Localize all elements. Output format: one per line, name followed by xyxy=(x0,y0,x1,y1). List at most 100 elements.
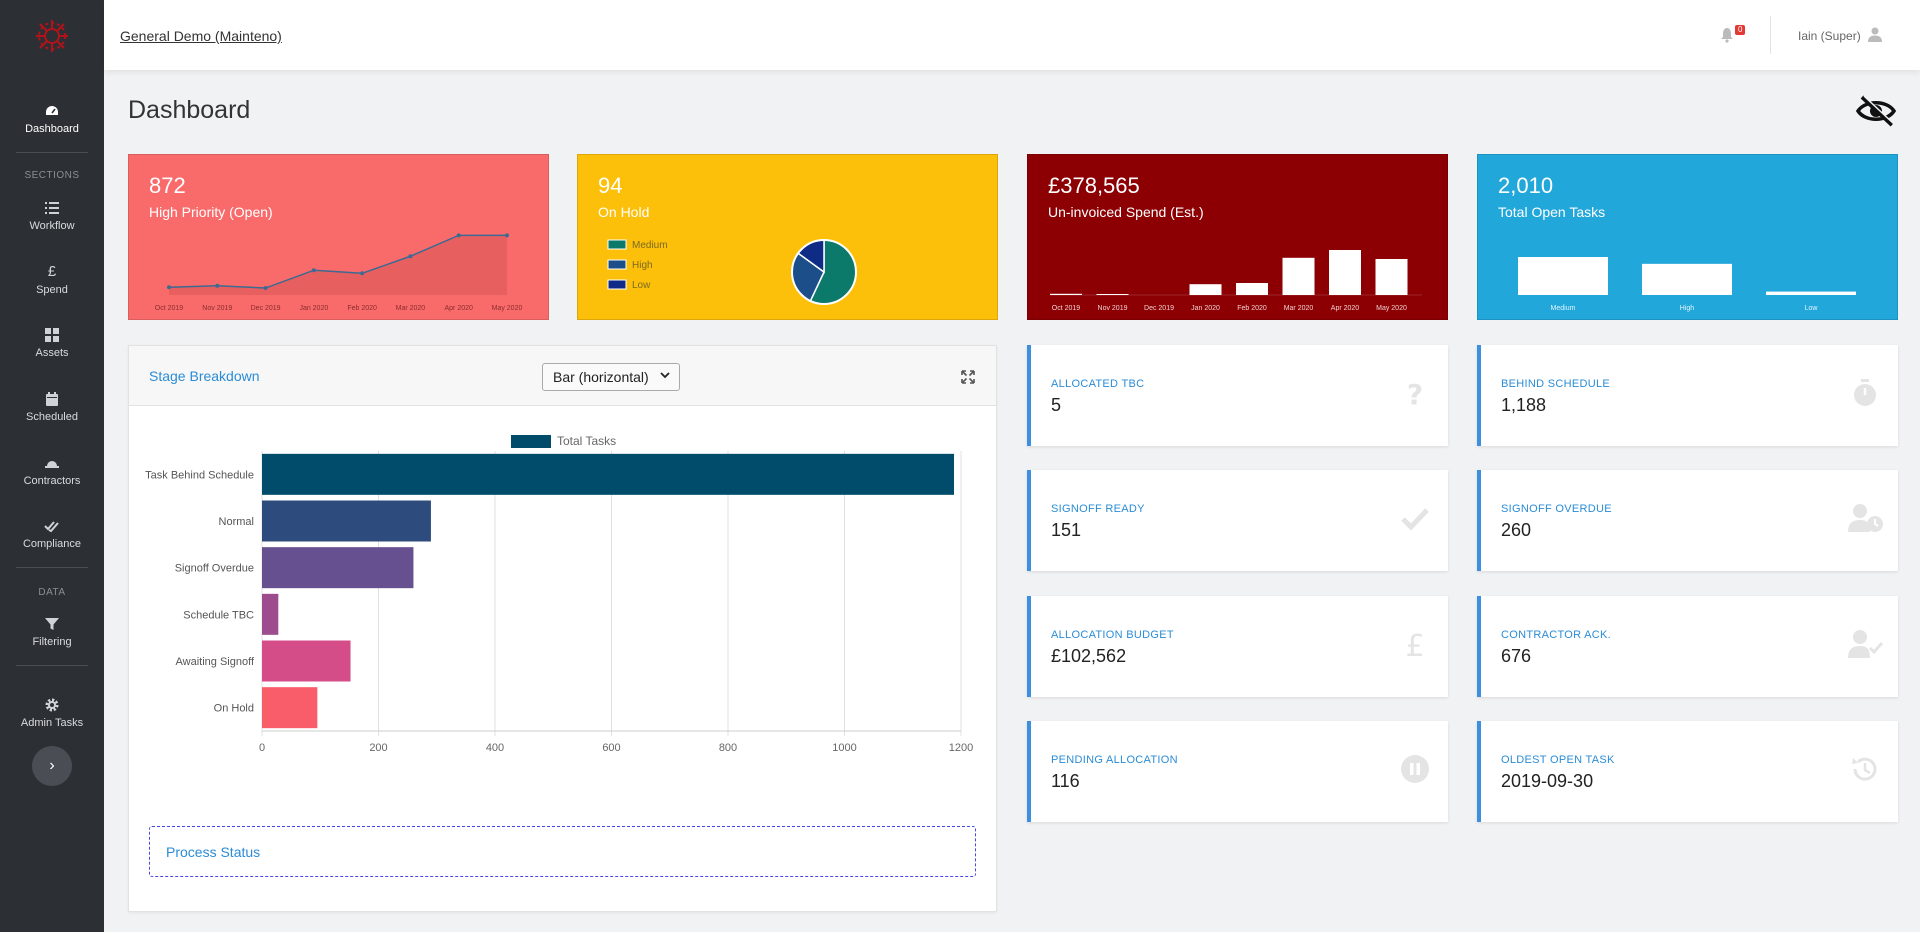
history-icon xyxy=(1852,757,1877,781)
stat-card-contractor-ack[interactable]: CONTRACTOR ACK. 676 xyxy=(1477,596,1898,697)
data-point xyxy=(167,285,171,290)
bar xyxy=(1282,257,1315,295)
bar xyxy=(262,500,431,542)
pound-icon: £ xyxy=(1405,629,1424,659)
high-priority-card[interactable]: Oct 2019 Nov 2019 Dec 2019 Jan 2020 Feb 2020… xyxy=(128,154,549,320)
sidebar-item-dashboard[interactable]: Dashboard xyxy=(0,103,104,135)
y-tick-label: Task Behind Schedule xyxy=(145,469,254,481)
sidebar-item-label: Contractors xyxy=(23,475,81,487)
site-selector[interactable]: General Demo (Mainteno) xyxy=(120,28,282,44)
legend-swatch xyxy=(607,239,627,250)
x-tick-label: May 2020 xyxy=(492,305,523,312)
card-label: Un-invoiced Spend (Est.) xyxy=(1048,204,1204,220)
stat-card-signoff-ready[interactable]: SIGNOFF READY 151 xyxy=(1027,470,1448,571)
legend-swatch xyxy=(607,259,627,270)
x-tick-label: Oct 2019 xyxy=(1052,305,1081,312)
bar xyxy=(262,453,955,495)
bell-icon[interactable] xyxy=(1720,27,1734,43)
question-icon: ? xyxy=(1407,378,1423,408)
stat-label: SIGNOFF OVERDUE xyxy=(1501,503,1612,515)
card-label: On Hold xyxy=(598,204,650,220)
double-check-icon xyxy=(44,521,59,533)
bar xyxy=(1329,250,1361,295)
logo[interactable] xyxy=(30,16,74,56)
stat-value: 2019-09-30 xyxy=(1501,771,1594,791)
card-value: 94 xyxy=(598,173,623,198)
user-icon[interactable] xyxy=(1868,27,1882,42)
filter-icon xyxy=(45,618,59,630)
x-tick-label: Low xyxy=(1805,305,1819,312)
eye-slash-icon[interactable] xyxy=(1855,94,1897,128)
grid-icon xyxy=(45,328,59,342)
data-point xyxy=(505,233,509,238)
sidebar-item-assets[interactable]: Assets xyxy=(0,327,104,359)
data-point xyxy=(360,271,365,276)
sidebar-item-scheduled[interactable]: Scheduled xyxy=(0,391,104,423)
stat-card-oldest-open-task[interactable]: OLDEST OPEN TASK 2019-09-30 xyxy=(1477,721,1898,822)
page-title: Dashboard xyxy=(128,96,251,124)
sidebar-item-compliance[interactable]: Compliance xyxy=(0,518,104,550)
x-tick-label: 600 xyxy=(602,742,620,754)
stat-card-allocation-budget[interactable]: ALLOCATION BUDGET £102,562 £ xyxy=(1027,596,1448,697)
stat-card-pending-allocation[interactable]: PENDING ALLOCATION 116 xyxy=(1027,721,1448,822)
sidebar-collapse-button[interactable]: › xyxy=(32,746,72,786)
bar xyxy=(262,593,279,635)
stat-value: 676 xyxy=(1501,646,1532,666)
panel-title[interactable]: Stage Breakdown xyxy=(149,368,260,384)
sidebar-item-filtering[interactable]: Filtering xyxy=(0,616,104,648)
stat-card-allocated-tbc[interactable]: ALLOCATED TBC 5 ? xyxy=(1027,345,1448,446)
x-tick-label: 800 xyxy=(719,742,737,754)
user-name[interactable]: Iain (Super) xyxy=(1798,29,1861,43)
stat-label: BEHIND SCHEDULE xyxy=(1501,378,1611,390)
stat-card-signoff-overdue[interactable]: SIGNOFF OVERDUE 260 xyxy=(1477,470,1898,571)
data-point xyxy=(408,254,413,259)
stat-value: 1,188 xyxy=(1501,395,1547,415)
pie-outline xyxy=(791,239,857,305)
chart-type-select[interactable]: Bar (horizontal) xyxy=(542,363,680,391)
sidebar-item-label: Admin Tasks xyxy=(20,717,84,729)
uninvoiced-spend-card[interactable]: Oct 2019 Nov 2019 Dec 2019 Jan 2020 Feb 2020… xyxy=(1027,154,1448,320)
x-tick-label: Apr 2020 xyxy=(1331,305,1360,312)
sidebar-item-admin-tasks[interactable]: Admin Tasks xyxy=(0,697,104,729)
check-icon xyxy=(1401,508,1429,531)
bar xyxy=(262,547,414,589)
expand-icon[interactable] xyxy=(961,370,975,384)
data-point xyxy=(456,233,461,238)
y-tick-label: Signoff Overdue xyxy=(175,563,254,575)
card-value: £378,565 xyxy=(1048,173,1140,198)
stat-label: SIGNOFF READY xyxy=(1051,503,1145,515)
stage-breakdown-panel: Stage Breakdown Bar (horizontal) Total T… xyxy=(128,345,997,912)
series-line xyxy=(168,234,507,289)
x-tick-label: Dec 2019 xyxy=(1144,305,1174,312)
dashboard-icon xyxy=(46,106,58,115)
y-tick-label: Awaiting Signoff xyxy=(176,656,255,668)
stat-label: ALLOCATION BUDGET xyxy=(1051,629,1174,641)
sidebar-item-workflow[interactable]: Workflow xyxy=(0,200,104,232)
process-status-section[interactable]: Process Status xyxy=(149,826,976,877)
gear-icon xyxy=(45,698,59,712)
y-tick-label: Schedule TBC xyxy=(183,609,254,621)
spend-bar-chart: Oct 2019 Nov 2019 Dec 2019 Jan 2020 Feb 2020… xyxy=(1050,250,1422,312)
sidebar-item-contractors[interactable]: Contractors xyxy=(0,455,104,487)
pause-icon xyxy=(1401,755,1429,783)
x-tick-label: Oct 2019 xyxy=(155,305,184,312)
hard-hat-icon xyxy=(45,461,59,468)
data-point xyxy=(263,286,268,291)
y-tick-label: Normal xyxy=(219,516,254,528)
stat-card-behind-schedule[interactable]: BEHIND SCHEDULE 1,188 xyxy=(1477,345,1898,446)
legend-label: Medium xyxy=(632,240,668,251)
pound-icon: £ xyxy=(47,263,57,280)
bar xyxy=(1096,294,1129,295)
bar xyxy=(1236,283,1268,295)
sidebar-item-spend[interactable]: £ Spend xyxy=(0,263,104,297)
x-tick-label: 200 xyxy=(369,742,387,754)
process-status-title: Process Status xyxy=(166,844,261,860)
total-open-tasks-card[interactable]: Medium High Low 2,010 Total Open Tasks xyxy=(1477,154,1898,320)
x-tick-label: Medium xyxy=(1551,305,1576,312)
stat-label: PENDING ALLOCATION xyxy=(1051,754,1178,766)
x-tick-label: Nov 2019 xyxy=(1098,305,1128,312)
sidebar: Dashboard SECTIONS Workflow £ Spend Asse… xyxy=(0,0,104,932)
on-hold-card[interactable]: Medium High Low 94 On Hold xyxy=(577,154,998,320)
stat-value: £102,562 xyxy=(1051,646,1127,666)
stat-label: OLDEST OPEN TASK xyxy=(1501,754,1615,766)
